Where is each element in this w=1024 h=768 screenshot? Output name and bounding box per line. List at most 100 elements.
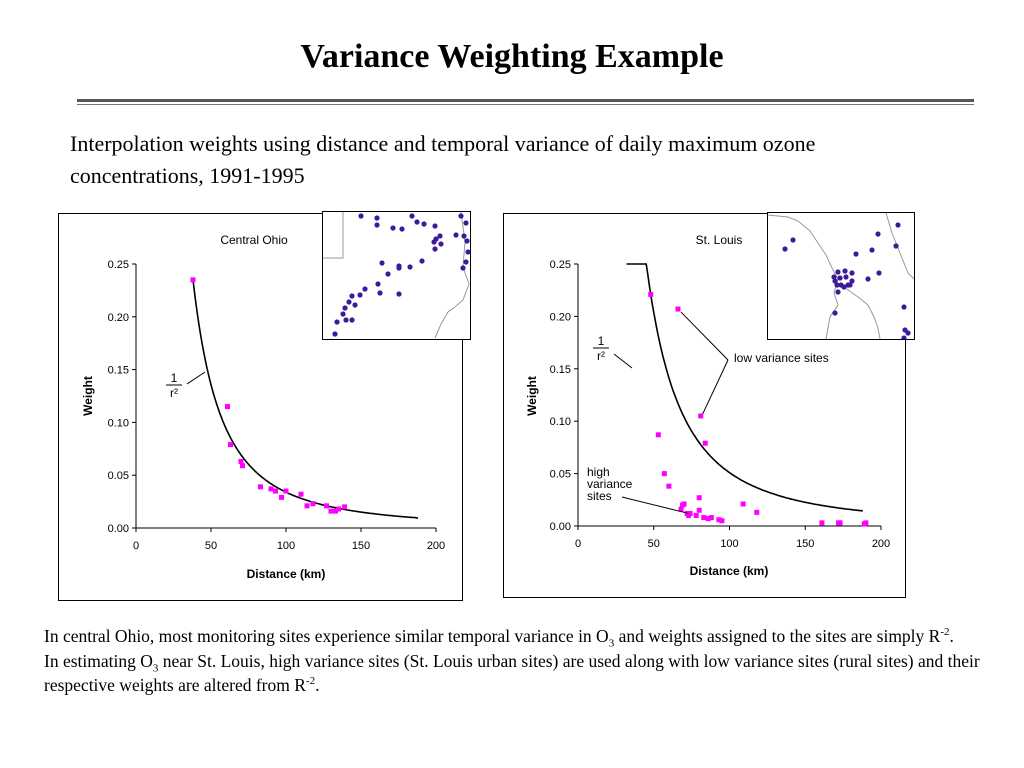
monitoring-site-dot xyxy=(340,311,346,317)
central-ohio-site-map xyxy=(322,211,471,340)
monitoring-site-dot xyxy=(396,265,402,271)
x-tick-label: 100 xyxy=(720,538,738,550)
x-tick-label: 150 xyxy=(796,538,814,550)
annotation-high-variance: high xyxy=(587,465,610,479)
monitoring-site-dot xyxy=(876,270,882,276)
y-tick-label: 0.05 xyxy=(550,469,571,481)
monitoring-site-dot xyxy=(342,305,348,311)
data-point xyxy=(837,520,843,526)
y-tick-label: 0.00 xyxy=(108,523,129,535)
annotation-leader xyxy=(680,311,729,361)
y-tick-label: 0.15 xyxy=(108,365,129,377)
monitoring-site-dot xyxy=(453,232,459,238)
monitoring-site-dot xyxy=(834,282,840,288)
monitoring-site-dot xyxy=(849,278,855,284)
data-point xyxy=(675,306,681,312)
monitoring-site-dot xyxy=(379,260,385,266)
monitoring-site-dot xyxy=(835,269,841,275)
footer-superscript: -2 xyxy=(940,626,950,639)
y-tick-label: 0.20 xyxy=(108,312,129,324)
inverse-square-curve xyxy=(626,263,863,512)
chart-title: Central Ohio xyxy=(220,233,288,247)
data-point xyxy=(719,518,725,524)
footer-paragraph-ohio: In central Ohio, most monitoring sites e… xyxy=(44,624,984,649)
data-point xyxy=(240,463,245,469)
data-point xyxy=(258,484,263,490)
data-point xyxy=(716,517,722,523)
data-point xyxy=(648,291,654,297)
footer-paragraph-st-louis: In estimating O3 near St. Louis, high va… xyxy=(44,649,984,698)
monitoring-site-dot xyxy=(358,213,364,219)
y-tick-label: 0.00 xyxy=(550,521,571,533)
data-point xyxy=(863,520,869,526)
monitoring-site-dot xyxy=(847,282,853,288)
monitoring-site-dot xyxy=(362,286,368,292)
y-tick-label: 0.25 xyxy=(550,259,571,271)
monitoring-site-dot xyxy=(334,319,340,325)
y-tick-label: 0.25 xyxy=(108,259,129,271)
monitoring-site-dot xyxy=(853,251,859,257)
data-point xyxy=(228,442,233,448)
central-ohio-map-svg xyxy=(323,211,471,339)
data-point xyxy=(681,501,687,507)
data-point xyxy=(336,506,341,512)
st-louis-map-svg xyxy=(767,212,915,341)
data-point xyxy=(225,404,230,410)
monitoring-site-dot xyxy=(905,330,911,336)
data-point xyxy=(702,440,708,446)
slide-title: Variance Weighting Example xyxy=(300,38,724,75)
data-point xyxy=(342,504,347,510)
monitoring-site-dot xyxy=(831,274,837,280)
map-boundary-line xyxy=(825,278,839,340)
annotation-leader xyxy=(621,496,689,514)
monitoring-site-dot xyxy=(419,258,425,264)
central-ohio-chart: Central Ohio 0.00 0.05 0.10 0.15 0.20 0.25 0 50 1… xyxy=(81,233,445,581)
monitoring-site-dot xyxy=(901,335,907,341)
map-boundary-line xyxy=(434,211,470,339)
monitoring-site-dot xyxy=(837,275,843,281)
y-tick-label: 0.10 xyxy=(108,417,129,429)
data-point xyxy=(740,501,746,507)
monitoring-site-dot xyxy=(374,222,380,228)
data-point xyxy=(666,483,672,489)
data-point xyxy=(687,510,693,516)
curve-label-numerator: 1 xyxy=(598,334,605,348)
monitoring-site-dot xyxy=(407,264,413,270)
monitoring-site-dot xyxy=(901,304,907,310)
x-tick-label: 200 xyxy=(872,538,890,550)
monitoring-site-dot xyxy=(458,213,464,219)
curve-label-leader xyxy=(186,371,206,385)
x-tick-label: 200 xyxy=(427,540,445,552)
data-point xyxy=(698,413,704,419)
monitoring-site-dot xyxy=(438,241,444,247)
x-tick-label: 0 xyxy=(575,538,581,550)
title-divider xyxy=(77,99,974,102)
data-point xyxy=(701,515,707,521)
data-point xyxy=(661,471,667,477)
x-tick-label: 100 xyxy=(277,540,295,552)
x-axis-label: Distance (km) xyxy=(690,564,769,578)
monitoring-site-dot xyxy=(782,246,788,252)
footer-superscript: -2 xyxy=(305,675,316,688)
data-point xyxy=(273,488,278,494)
map-boundary-line xyxy=(767,214,839,280)
data-point xyxy=(819,520,825,526)
y-axis-label: Weight xyxy=(525,376,539,416)
data-point xyxy=(754,509,760,515)
monitoring-site-dot xyxy=(790,237,796,243)
inverse-square-curve xyxy=(192,279,419,519)
monitoring-site-dot xyxy=(835,289,841,295)
monitoring-site-dot xyxy=(463,259,469,265)
monitoring-site-dot xyxy=(377,290,383,296)
monitoring-site-dot xyxy=(346,299,352,305)
x-tick-label: 50 xyxy=(648,538,660,550)
monitoring-site-dot xyxy=(463,220,469,226)
footer-text: and weights assigned to the sites are si… xyxy=(614,626,941,646)
slide-subtitle: Interpolation weights using distance and… xyxy=(70,131,816,188)
chart-title: St. Louis xyxy=(696,233,743,247)
data-point xyxy=(310,501,316,507)
curve-label-denominator: r² xyxy=(170,386,178,400)
data-point xyxy=(705,516,711,522)
data-point xyxy=(333,508,338,514)
monitoring-site-dot xyxy=(895,222,901,228)
